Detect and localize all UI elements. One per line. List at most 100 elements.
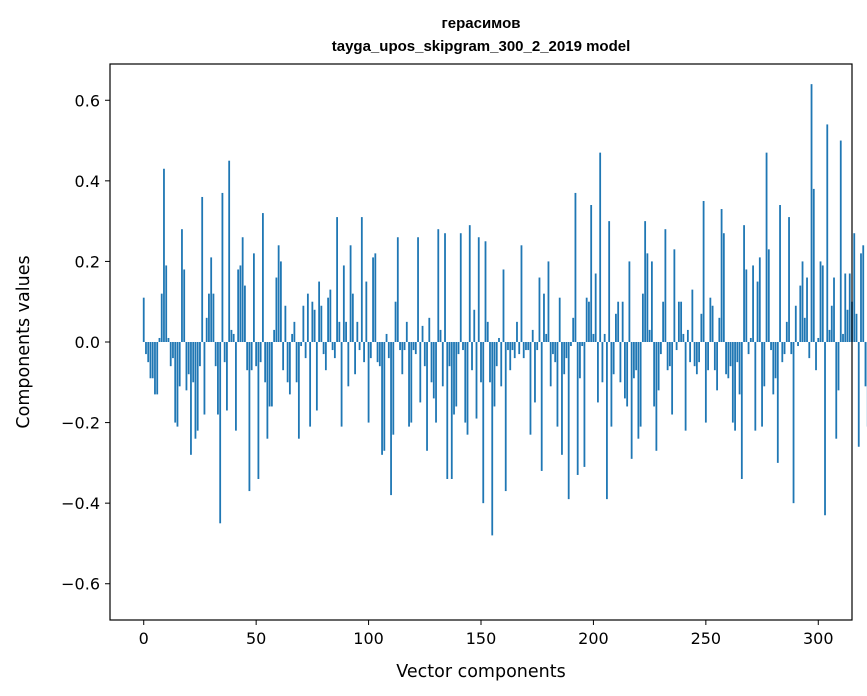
bar [673, 249, 676, 342]
bar [590, 205, 593, 342]
bar [199, 342, 201, 367]
bar [244, 285, 246, 342]
bar [473, 309, 476, 342]
bar [794, 305, 797, 342]
bar [419, 342, 422, 403]
bar [585, 297, 588, 342]
bar [288, 342, 291, 395]
bar [554, 342, 557, 363]
bar [522, 342, 525, 359]
bar [223, 342, 226, 363]
bar [169, 342, 172, 367]
bar [277, 245, 280, 342]
bar [635, 342, 638, 371]
bar [639, 342, 642, 427]
bar [453, 342, 455, 415]
bar [221, 192, 224, 342]
bar [462, 342, 464, 351]
bar [529, 342, 532, 435]
bar [743, 225, 745, 342]
bar [695, 342, 698, 375]
y-tick-label: −0.6 [61, 575, 100, 594]
bar [826, 124, 829, 343]
bar [754, 342, 757, 431]
bar [432, 342, 435, 399]
x-tick-label: 200 [578, 629, 609, 648]
bar [842, 333, 844, 342]
bar [686, 329, 689, 342]
bar [403, 342, 406, 351]
bar [808, 342, 811, 359]
bar [284, 305, 287, 342]
bar [297, 342, 300, 439]
bar [446, 342, 449, 479]
bar [176, 342, 179, 427]
bar [306, 293, 309, 342]
bar [824, 342, 826, 516]
bar [583, 342, 586, 467]
bar [313, 309, 316, 342]
bar [250, 342, 253, 371]
bar [327, 297, 329, 342]
bar [736, 342, 739, 363]
bar [185, 342, 188, 391]
bar [489, 342, 491, 383]
bar [767, 249, 770, 342]
bar [650, 261, 653, 342]
bar [421, 325, 424, 342]
bar [500, 342, 503, 387]
bar [401, 342, 404, 375]
bar [383, 342, 386, 451]
bar [615, 313, 617, 342]
bar [270, 342, 273, 407]
bar [693, 342, 696, 367]
bar [423, 342, 426, 367]
bar [565, 342, 568, 359]
bar [835, 342, 838, 439]
bar [511, 342, 514, 351]
bar [385, 333, 388, 342]
bar [761, 342, 763, 427]
bar [322, 342, 325, 355]
bar [682, 333, 685, 342]
x-tick-label: 150 [466, 629, 497, 648]
bar [457, 342, 460, 355]
bar [594, 273, 597, 342]
bar [803, 317, 806, 342]
bar [680, 301, 683, 342]
bar [257, 342, 260, 479]
bar [345, 321, 347, 342]
bar [765, 152, 768, 342]
bar [862, 245, 865, 342]
bar [659, 342, 662, 355]
y-axis-ticks: −0.6 −0.4 −0.2 0.0 0.2 0.4 0.6 [61, 91, 110, 594]
bar [772, 342, 775, 395]
bar [572, 317, 575, 342]
bar [745, 269, 748, 342]
bar [848, 273, 851, 342]
bar [815, 342, 817, 371]
bar [713, 342, 716, 371]
bar [752, 265, 754, 342]
bar [255, 342, 258, 367]
bar [648, 329, 651, 342]
bar [369, 342, 372, 359]
bar [266, 342, 269, 439]
bar [709, 297, 712, 342]
bar [163, 168, 165, 342]
bar [684, 342, 687, 431]
x-axis-label: Vector components [396, 662, 565, 682]
bar [720, 209, 723, 342]
bar [698, 342, 700, 363]
bar [806, 277, 808, 342]
bar [450, 342, 453, 479]
bar [846, 309, 849, 342]
bar [455, 342, 458, 407]
bar [810, 84, 813, 342]
bar [396, 237, 399, 342]
bar [504, 342, 507, 492]
bar [839, 140, 842, 342]
bar [707, 342, 709, 371]
bar [142, 297, 145, 342]
bar [273, 329, 276, 342]
